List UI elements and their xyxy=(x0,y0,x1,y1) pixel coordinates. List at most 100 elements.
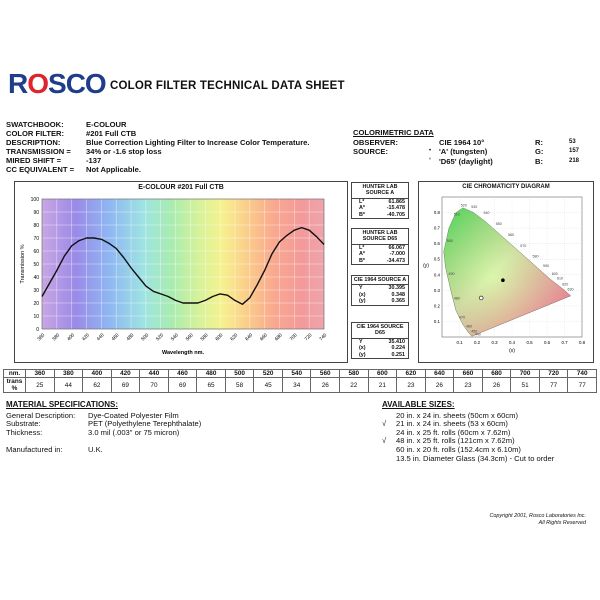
size-text: 21 in. x 24 in. sheets (53 x 60cm) xyxy=(396,419,508,429)
y-tick-label: 30 xyxy=(33,288,39,294)
nm-cell: 440 xyxy=(139,369,169,378)
r-label: R: xyxy=(535,137,544,147)
info-row: TRANSMISSION = 34% or -1.6 stop loss xyxy=(6,147,310,156)
spec-value: U.K. xyxy=(88,444,103,454)
y-tick-label: 100 xyxy=(31,197,40,203)
page-title: COLOR FILTER TECHNICAL DATA SHEET xyxy=(110,80,345,92)
lab-box-title: HUNTER LAB SOURCE D65 xyxy=(352,229,408,245)
copyright: Copyright 2001, Rosco Laboratories Inc. … xyxy=(420,513,587,527)
wavelength-label: 600 xyxy=(552,272,558,276)
trans-cell: 65 xyxy=(196,377,226,393)
lab-key: Y xyxy=(359,338,363,345)
cie-x-tick: 0.8 xyxy=(579,340,586,345)
trans-cell: 26 xyxy=(424,377,455,393)
lab-row: (y) 0.251 xyxy=(352,352,408,358)
nm-cell: 380 xyxy=(53,369,84,378)
cie-x-tick: 0.6 xyxy=(544,340,551,345)
wavelength-row: nm. 360 380 400 420 440 460 480 500 520 540 560 580 6… xyxy=(3,369,597,378)
nm-cell: 600 xyxy=(367,369,398,378)
trans-cell: 51 xyxy=(510,377,540,393)
lab-key: L* xyxy=(359,198,365,205)
size-text: 24 in. x 25 ft. rolls (60cm x 7.62m) xyxy=(396,427,511,437)
chart-title: E-COLOUR #201 Full CTB xyxy=(138,184,224,191)
nm-cell: 400 xyxy=(82,369,112,378)
lab-key: (x) xyxy=(359,291,366,298)
nm-cell: 720 xyxy=(538,369,569,378)
source-d65-row: ° 'D65' (daylight) B: 218 xyxy=(353,157,593,167)
x-tick-label: 700 xyxy=(289,332,299,342)
info-key: TRANSMISSION = xyxy=(6,147,71,156)
nm-cell: 680 xyxy=(481,369,512,378)
x-tick-label: 380 xyxy=(51,332,61,342)
x-tick-label: 560 xyxy=(185,332,195,342)
x-tick-label: 660 xyxy=(259,332,269,342)
colorimetric-heading: COLORIMETRIC DATA xyxy=(353,128,434,137)
wavelength-label: 450 xyxy=(471,329,477,333)
x-tick-label: 480 xyxy=(125,332,135,342)
x-tick-label: 520 xyxy=(155,332,165,342)
size-row: 24 in. x 25 ft. rolls (60cm x 7.62m) xyxy=(382,427,597,438)
lab-key: (y) xyxy=(359,298,366,305)
cie-y-axis-label: (y) xyxy=(423,263,429,269)
lab-box: CIE 1964 SOURCE D65 Y 35.410 (x) 0.224 (y) 0.2… xyxy=(351,322,409,360)
info-row: CC EQUIVALENT = Not Applicable. xyxy=(6,165,310,174)
x-tick-label: 400 xyxy=(66,332,76,342)
sizes-heading: AVAILABLE SIZES: xyxy=(382,400,455,409)
nm-cell: 480 xyxy=(196,369,226,378)
info-row: MIRED SHIFT = -137 xyxy=(6,156,310,165)
lab-row: Y 35.410 xyxy=(352,339,408,345)
nm-cell: 420 xyxy=(110,369,141,378)
cie-x-tick: 0.3 xyxy=(491,340,498,345)
rosco-logo: ROSCO xyxy=(8,68,107,99)
lab-key: (x) xyxy=(359,345,366,352)
wavelength-label: 520 xyxy=(461,203,467,207)
b-label: B: xyxy=(535,156,544,166)
lab-row: (x) 0.224 xyxy=(352,345,408,351)
info-key: MIRED SHIFT = xyxy=(6,156,62,165)
cie-x-tick: 0.4 xyxy=(509,340,516,345)
spec-value: Dye-Coated Polyester Film xyxy=(88,410,179,420)
lab-box-title: HUNTER LAB SOURCE A xyxy=(352,183,408,199)
trans-cell: 26 xyxy=(310,377,341,393)
wavelength-label: 580 xyxy=(533,255,539,259)
nm-cell: 500 xyxy=(224,369,255,378)
wavelength-label: 630 xyxy=(568,287,574,291)
cie-x-tick: 0.1 xyxy=(456,340,463,345)
wavelength-label: 490 xyxy=(449,272,455,276)
copyright-line-2: All Rights Reserved xyxy=(538,520,586,526)
lab-row: A* -15.478 xyxy=(352,205,408,211)
x-tick-label: 580 xyxy=(200,332,210,342)
nm-cell: 560 xyxy=(310,369,341,378)
trans-cell: 22 xyxy=(339,377,369,393)
cie-y-tick: 0.2 xyxy=(434,303,441,308)
available-sizes: AVAILABLE SIZES: 20 in. x 24 in. sheets … xyxy=(382,400,597,463)
material-specifications: MATERIAL SPECIFICATIONS: General Descrip… xyxy=(6,400,336,455)
spec-key: Manufactured in: xyxy=(6,444,63,454)
lab-value: -7.000 xyxy=(389,251,405,258)
wavelength-label: 590 xyxy=(543,264,549,268)
x-tick-label: 620 xyxy=(229,332,239,342)
x-axis-label: Wavelength nm. xyxy=(162,350,204,356)
g-label: G: xyxy=(535,147,544,156)
cie-x-tick: 0.2 xyxy=(474,340,481,345)
cie-y-tick: 0.5 xyxy=(434,257,441,262)
spec-value: PET (Polyethylene Terephthalate) xyxy=(88,419,202,429)
cie-title: CIE CHROMATICITY DIAGRAM xyxy=(462,184,550,190)
wavelength-label: 550 xyxy=(496,222,502,226)
y-tick-label: 90 xyxy=(33,210,39,216)
info-key: COLOR FILTER: xyxy=(6,129,65,138)
cie-y-tick: 0.8 xyxy=(434,210,441,215)
trans-cell: 26 xyxy=(481,377,512,393)
info-row: COLOR FILTER: #201 Full CTB xyxy=(6,129,310,138)
y-tick-label: 40 xyxy=(33,275,39,281)
lab-value: 61.865 xyxy=(388,198,406,205)
cie-x-tick: 0.5 xyxy=(526,340,533,345)
check-icon: √ xyxy=(382,419,387,429)
source-d65-point-icon xyxy=(478,295,484,301)
transmission-curve xyxy=(41,226,325,305)
spec-key: General Description: xyxy=(6,410,76,420)
material-heading: MATERIAL SPECIFICATIONS: xyxy=(6,400,118,409)
trans-cell: 23 xyxy=(453,377,483,393)
y-tick-label: 50 xyxy=(33,262,39,268)
lab-row: Y 30.395 xyxy=(352,285,408,291)
